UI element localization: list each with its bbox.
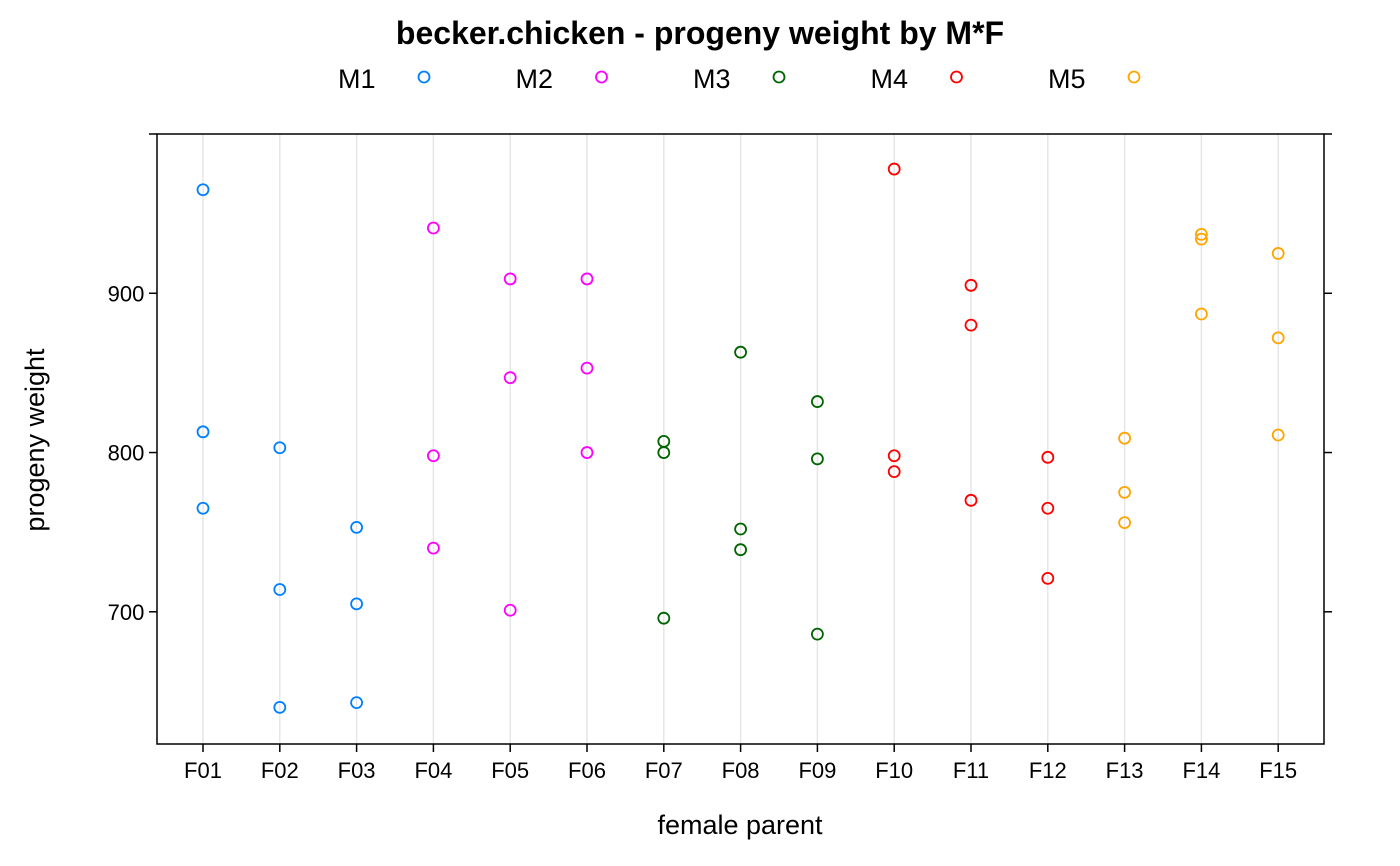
point-m4-f11-3 [964,278,978,292]
point-m1-f01-1 [196,425,210,439]
x-tick-label-f12: F12 [1029,758,1067,783]
point-m3-f07-1 [657,446,671,459]
point-m4-f10-1 [887,449,901,463]
legend: M1 M2 M3 M4 M5 [338,64,1141,94]
point-m2-f05-5 [503,603,517,617]
data-points [196,162,1285,714]
y-axis-ticks: 700 800 900 [108,133,1332,625]
point-m2-f04-0 [426,221,440,235]
point-m4-f10-2 [887,465,901,479]
legend-label-m3: M3 [693,64,731,94]
legend-marker-m5 [1127,70,1141,84]
point-m2-f04-2 [426,541,440,555]
point-m5-f14-5 [1195,307,1208,321]
x-axis-label: female parent [657,810,823,840]
point-m5-f15-7 [1271,331,1285,345]
legend-label-m5: M5 [1048,64,1086,94]
x-axis-ticks: F01 F02 F03 F04 F05 F06 F07 F08 F09 F10 F11 F12 F13 F… [184,744,1297,783]
point-m5-f15-8 [1271,428,1285,442]
point-m1-f02-5 [273,700,287,714]
y-tick-label-900: 900 [108,281,145,306]
point-m2-f06-8 [580,446,594,459]
y-axis-label: progeny weight [20,348,50,532]
point-m2-f05-4 [503,371,517,385]
legend-marker-m1 [417,70,431,84]
point-m4-f11-4 [964,318,978,332]
x-tick-label-f11: F11 [953,758,989,783]
point-m5-f13-0 [1118,431,1131,445]
x-tick-label-f07: F07 [645,758,683,783]
legend-marker-m4 [950,70,963,84]
x-tick-label-f10: F10 [875,758,913,783]
point-m2-f04-1 [426,449,440,463]
point-m2-f06-6 [580,272,594,286]
y-tick-label-800: 800 [108,441,145,466]
point-m3-f07-2 [657,611,671,625]
x-tick-label-f05: F05 [491,758,529,783]
legend-marker-m2 [595,70,608,84]
point-m2-f05-3 [503,272,517,286]
legend-label-m2: M2 [516,64,554,94]
point-m4-f10-0 [887,162,901,176]
legend-label-m1: M1 [338,64,376,94]
x-tick-label-f09: F09 [798,758,836,783]
grid-lines [202,134,1279,744]
x-tick-label-f14: F14 [1182,758,1220,783]
x-tick-label-f13: F13 [1106,758,1144,783]
x-tick-label-f03: F03 [338,758,376,783]
point-m1-f02-3 [273,441,287,455]
x-tick-label-f08: F08 [722,758,760,783]
chart-title: becker.chicken - progeny weight by M*F [396,15,1004,51]
point-m4-f12-8 [1041,571,1055,585]
point-m3-f08-3 [734,345,747,359]
point-m2-f06-7 [580,361,594,375]
point-m5-f15-6 [1271,247,1285,260]
x-tick-label-f02: F02 [261,758,299,783]
point-m1-f03-6 [350,520,364,534]
legend-label-m4: M4 [871,64,909,94]
point-m3-f09-6 [811,395,824,408]
x-tick-label-f01: F01 [184,758,222,783]
point-m3-f08-5 [734,543,747,557]
point-m4-f11-5 [964,493,978,507]
point-m1-f02-4 [273,583,287,596]
x-tick-label-f06: F06 [568,758,606,783]
x-tick-label-f15: F15 [1259,758,1297,783]
point-m3-f09-8 [811,627,824,641]
point-m3-f08-4 [734,522,747,536]
point-m5-f13-2 [1118,516,1131,530]
point-m3-f09-7 [811,452,824,466]
point-m1-f01-2 [196,501,210,515]
point-m4-f12-6 [1041,450,1055,464]
point-m5-f13-1 [1118,485,1131,499]
point-m1-f03-7 [350,597,364,611]
point-m5-f14-3 [1195,227,1208,241]
x-tick-label-f04: F04 [414,758,452,783]
point-m5-f14-4 [1195,232,1208,246]
y-tick-label-700: 700 [108,600,145,625]
point-m1-f03-8 [350,696,364,709]
point-m4-f12-7 [1041,501,1055,515]
legend-marker-m3 [772,70,786,84]
point-m1-f01-0 [196,183,210,197]
